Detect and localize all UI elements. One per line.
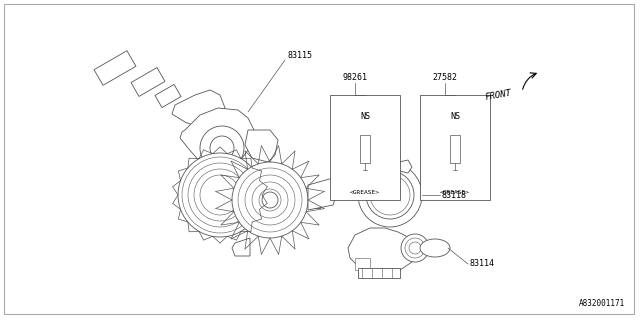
- Text: NS: NS: [450, 111, 460, 121]
- Polygon shape: [155, 84, 181, 108]
- Circle shape: [405, 238, 425, 258]
- Polygon shape: [180, 108, 255, 168]
- Circle shape: [192, 167, 248, 223]
- Circle shape: [245, 175, 295, 225]
- Text: 27582: 27582: [433, 73, 458, 82]
- Circle shape: [188, 163, 252, 227]
- Polygon shape: [131, 68, 165, 96]
- Circle shape: [178, 153, 262, 237]
- FancyBboxPatch shape: [420, 95, 490, 200]
- Circle shape: [194, 169, 246, 221]
- Text: A832001171: A832001171: [579, 299, 625, 308]
- Polygon shape: [308, 178, 338, 210]
- FancyBboxPatch shape: [4, 4, 634, 314]
- Circle shape: [182, 157, 258, 233]
- Text: FRONT: FRONT: [484, 88, 512, 102]
- Circle shape: [370, 175, 410, 215]
- FancyBboxPatch shape: [330, 95, 400, 200]
- Text: <GREASE>: <GREASE>: [350, 189, 380, 195]
- Text: NS: NS: [360, 111, 370, 121]
- Circle shape: [409, 242, 421, 254]
- Circle shape: [238, 168, 302, 232]
- Circle shape: [366, 171, 414, 219]
- Polygon shape: [232, 238, 250, 256]
- Circle shape: [232, 162, 308, 238]
- Circle shape: [210, 136, 234, 160]
- Text: 83114: 83114: [470, 260, 495, 268]
- FancyBboxPatch shape: [450, 135, 460, 163]
- Circle shape: [200, 126, 244, 170]
- Circle shape: [259, 189, 281, 211]
- Text: 83115: 83115: [287, 51, 312, 60]
- Polygon shape: [172, 90, 225, 128]
- Polygon shape: [308, 192, 320, 208]
- Circle shape: [252, 182, 288, 218]
- Polygon shape: [395, 160, 412, 173]
- Text: 98261: 98261: [342, 73, 367, 82]
- Text: 83118: 83118: [442, 190, 467, 199]
- Circle shape: [401, 234, 429, 262]
- Polygon shape: [190, 158, 252, 200]
- Ellipse shape: [420, 239, 450, 257]
- Circle shape: [202, 177, 238, 213]
- Polygon shape: [358, 268, 400, 278]
- Polygon shape: [94, 51, 136, 85]
- Text: <GREASE>: <GREASE>: [440, 189, 470, 195]
- Polygon shape: [245, 130, 278, 162]
- FancyBboxPatch shape: [360, 135, 370, 163]
- Polygon shape: [355, 258, 370, 270]
- Circle shape: [358, 163, 422, 227]
- Circle shape: [262, 192, 278, 208]
- Polygon shape: [348, 228, 415, 272]
- Circle shape: [200, 175, 240, 215]
